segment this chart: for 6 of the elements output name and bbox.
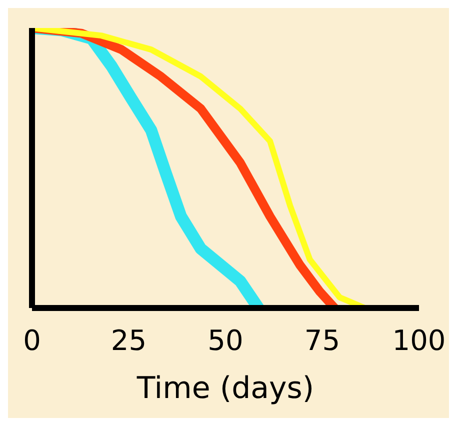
- x-tick-label: 25: [110, 324, 147, 357]
- x-tick-label: 100: [392, 324, 446, 357]
- x-tick-label: 75: [304, 324, 340, 357]
- x-tick-label: 50: [208, 324, 244, 357]
- x-tick-label: 0: [23, 324, 41, 357]
- x-axis-title: Time (days): [136, 371, 314, 406]
